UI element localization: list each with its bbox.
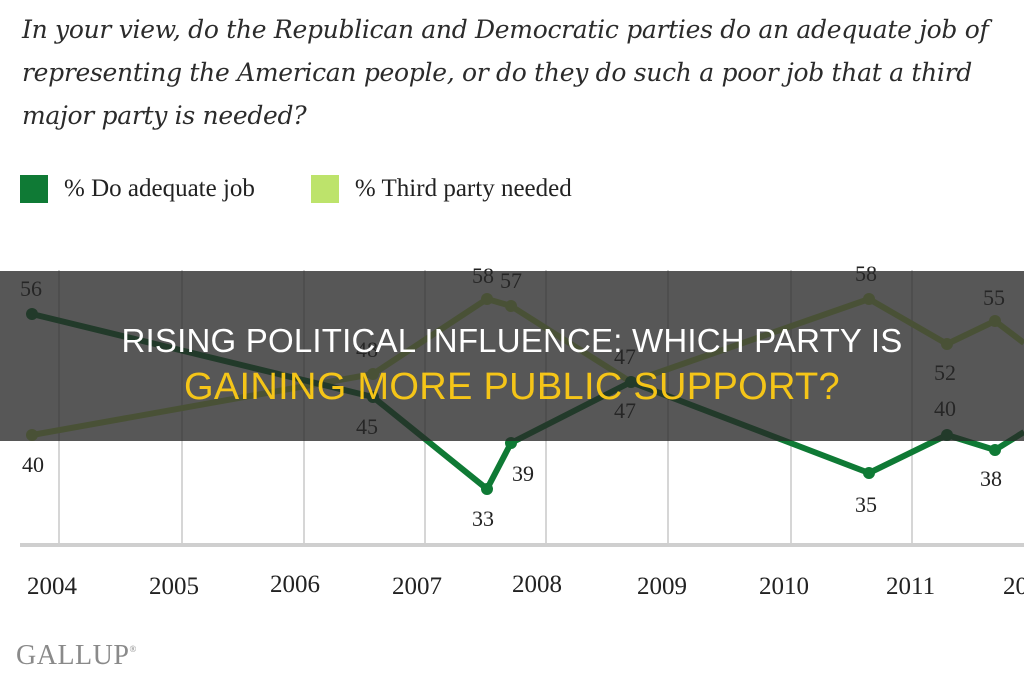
legend-item-adequate-job: % Do adequate job [20,175,255,203]
x-tick-2010: 2010 [759,573,809,600]
legend-swatch-third-party [310,175,339,203]
x-tick-2007: 2007 [392,573,442,600]
x-tick-2012: 20 [1003,573,1024,600]
x-tick-2008: 2008 [512,571,562,598]
x-tick-2006: 2006 [270,571,320,598]
legend-swatch-adequate-job [20,175,48,203]
x-tick-2004: 2004 [27,573,78,600]
x-axis-labels: 2004 2005 2006 2007 2008 2009 2010 2011 … [27,571,1024,600]
banner-headline-line1: RISING POLITICAL INFLUENCE: WHICH PARTY … [121,322,903,359]
banner-headline-line2: GAINING MORE PUBLIC SUPPORT? [184,366,840,408]
x-tick-2005: 2005 [149,573,199,600]
svg-text:35: 35 [855,492,877,517]
legend-label-adequate-job: % Do adequate job [64,175,255,202]
registered-mark: ® [129,644,137,654]
svg-text:40: 40 [22,452,44,477]
gallup-logo-text: GALLUP [16,640,130,671]
title-overlay-banner [0,271,1024,441]
svg-text:33: 33 [472,506,494,531]
svg-text:39: 39 [512,461,534,486]
x-tick-2009: 2009 [637,573,687,600]
gallup-logo: GALLUP® [16,640,137,672]
chart-legend: % Do adequate job % Third party needed [20,172,628,206]
x-tick-2011: 2011 [886,573,935,600]
legend-label-third-party: % Third party needed [354,175,572,202]
chart-question-title: In your view, do the Republican and Demo… [22,15,989,130]
legend-item-third-party: % Third party needed [310,175,572,203]
svg-text:38: 38 [980,466,1002,491]
